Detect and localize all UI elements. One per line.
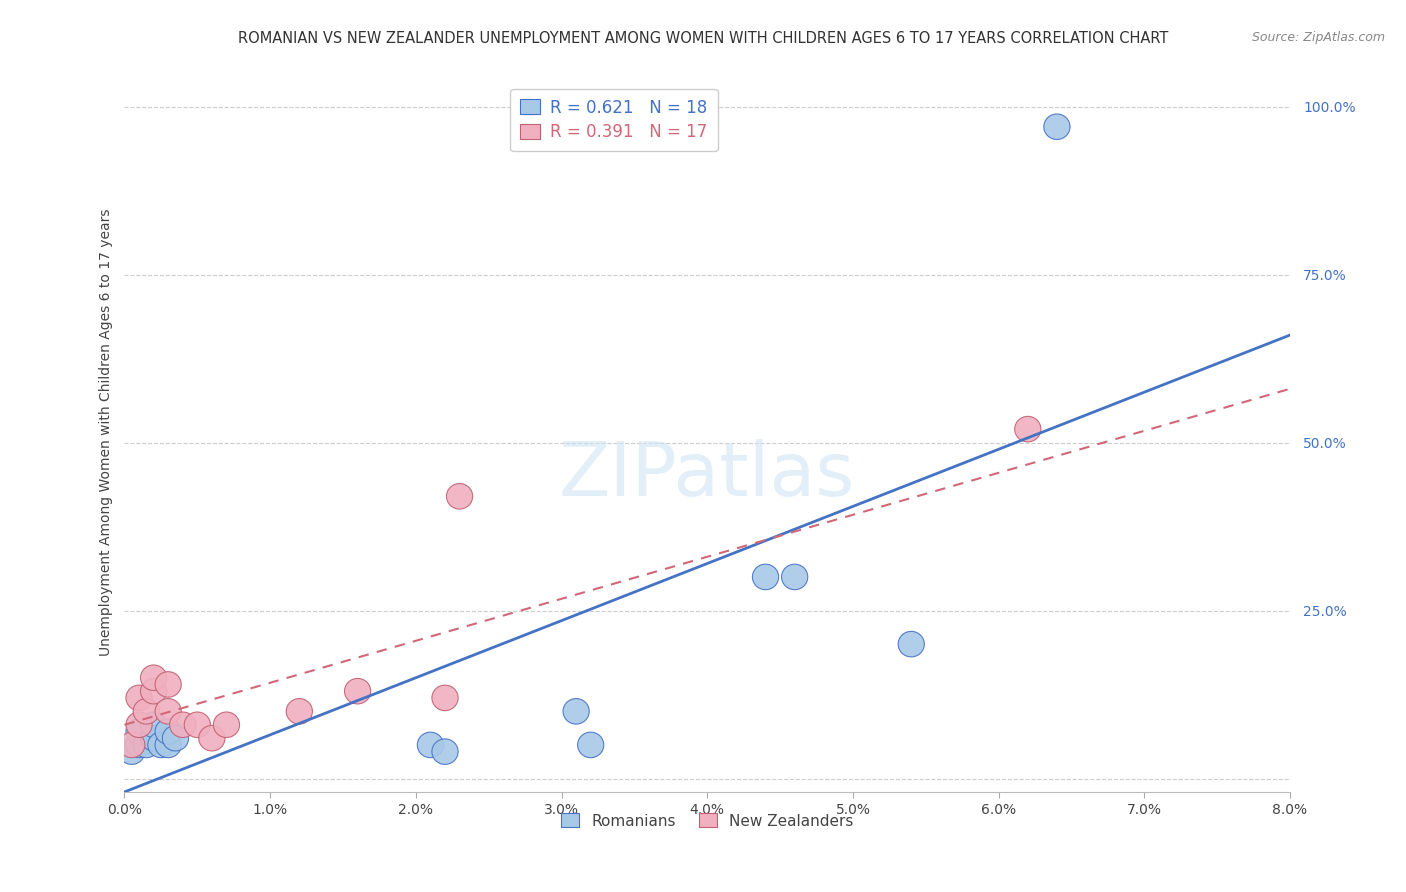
Ellipse shape (155, 732, 181, 757)
Ellipse shape (170, 712, 195, 738)
Ellipse shape (155, 719, 181, 744)
Ellipse shape (141, 665, 167, 690)
Text: ROMANIAN VS NEW ZEALANDER UNEMPLOYMENT AMONG WOMEN WITH CHILDREN AGES 6 TO 17 YE: ROMANIAN VS NEW ZEALANDER UNEMPLOYMENT A… (238, 31, 1168, 46)
Ellipse shape (1015, 417, 1040, 442)
Ellipse shape (127, 719, 152, 744)
Ellipse shape (141, 725, 167, 751)
Y-axis label: Unemployment Among Women with Children Ages 6 to 17 years: Unemployment Among Women with Children A… (100, 209, 114, 657)
Ellipse shape (118, 739, 145, 764)
Ellipse shape (782, 564, 808, 590)
Ellipse shape (141, 679, 167, 704)
Ellipse shape (432, 739, 458, 764)
Ellipse shape (1043, 114, 1070, 139)
Ellipse shape (134, 732, 159, 757)
Text: Source: ZipAtlas.com: Source: ZipAtlas.com (1251, 31, 1385, 45)
Ellipse shape (118, 732, 145, 757)
Ellipse shape (127, 712, 152, 738)
Text: ZIPatlas: ZIPatlas (560, 439, 855, 512)
Ellipse shape (148, 732, 174, 757)
Ellipse shape (447, 483, 472, 509)
Ellipse shape (134, 698, 159, 724)
Ellipse shape (898, 632, 924, 657)
Ellipse shape (418, 732, 443, 757)
Ellipse shape (344, 679, 371, 704)
Legend: Romanians, New Zealanders: Romanians, New Zealanders (555, 807, 860, 835)
Ellipse shape (198, 725, 225, 751)
Ellipse shape (141, 712, 167, 738)
Ellipse shape (184, 712, 211, 738)
Ellipse shape (578, 732, 603, 757)
Ellipse shape (287, 698, 312, 724)
Ellipse shape (127, 732, 152, 757)
Ellipse shape (752, 564, 779, 590)
Ellipse shape (155, 698, 181, 724)
Ellipse shape (127, 685, 152, 711)
Ellipse shape (562, 698, 589, 724)
Ellipse shape (432, 685, 458, 711)
Ellipse shape (162, 725, 188, 751)
Ellipse shape (155, 672, 181, 698)
Ellipse shape (214, 712, 239, 738)
